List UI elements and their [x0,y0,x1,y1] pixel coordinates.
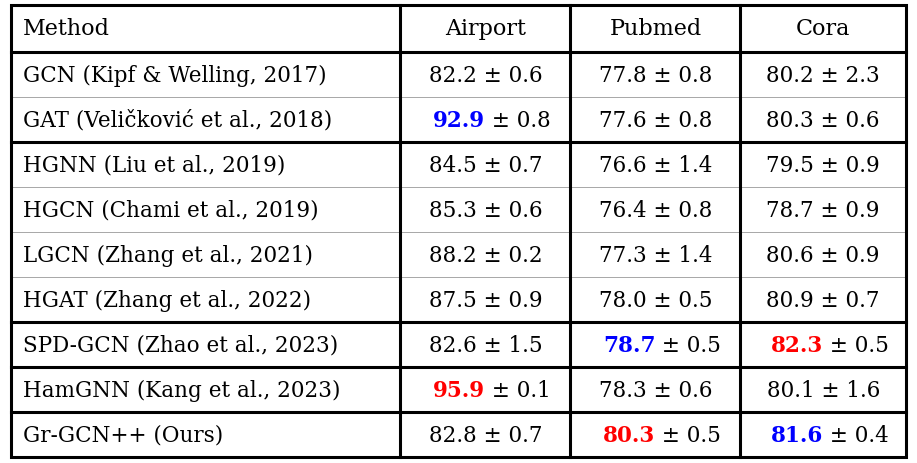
Text: SPD-GCN (Zhao et al., 2023): SPD-GCN (Zhao et al., 2023) [23,334,338,356]
Text: 78.3 ± 0.6: 78.3 ± 0.6 [599,379,713,401]
Text: 77.8 ± 0.8: 77.8 ± 0.8 [599,64,713,87]
Text: GAT (Veličković et al., 2018): GAT (Veličković et al., 2018) [23,109,332,131]
Text: HGCN (Chami et al., 2019): HGCN (Chami et al., 2019) [23,199,318,221]
Text: 87.5 ± 0.9: 87.5 ± 0.9 [428,289,542,311]
Text: Gr-GCN++ (Ours): Gr-GCN++ (Ours) [23,424,223,446]
Text: 76.4 ± 0.8: 76.4 ± 0.8 [599,199,713,221]
Text: 80.2 ± 2.3: 80.2 ± 2.3 [767,64,880,87]
Text: GCN (Kipf & Welling, 2017): GCN (Kipf & Welling, 2017) [23,64,326,87]
Text: 80.6 ± 0.9: 80.6 ± 0.9 [767,244,880,266]
Text: 82.2 ± 0.6: 82.2 ± 0.6 [428,64,542,87]
Text: 79.5 ± 0.9: 79.5 ± 0.9 [767,154,880,176]
Text: 78.0 ± 0.5: 78.0 ± 0.5 [599,289,713,311]
Text: Method: Method [23,19,110,40]
Text: ± 0.5: ± 0.5 [656,424,722,446]
Text: Cora: Cora [796,19,850,40]
Text: 77.3 ± 1.4: 77.3 ± 1.4 [599,244,713,266]
Text: 95.9: 95.9 [433,379,485,401]
Text: 80.1 ± 1.6: 80.1 ± 1.6 [767,379,880,401]
Text: 82.6 ± 1.5: 82.6 ± 1.5 [428,334,542,356]
Text: 80.9 ± 0.7: 80.9 ± 0.7 [767,289,880,311]
Text: Airport: Airport [445,19,525,40]
Text: Pubmed: Pubmed [609,19,702,40]
Text: 84.5 ± 0.7: 84.5 ± 0.7 [428,154,542,176]
Text: 82.3: 82.3 [771,334,823,356]
Text: 78.7 ± 0.9: 78.7 ± 0.9 [767,199,880,221]
Text: HGAT (Zhang et al., 2022): HGAT (Zhang et al., 2022) [23,289,311,311]
Text: 78.7: 78.7 [602,334,656,356]
Text: ± 0.1: ± 0.1 [485,379,551,401]
Text: 80.3: 80.3 [603,424,656,446]
Text: 88.2 ± 0.2: 88.2 ± 0.2 [428,244,542,266]
Text: ± 0.5: ± 0.5 [656,334,722,356]
Text: HamGNN (Kang et al., 2023): HamGNN (Kang et al., 2023) [23,379,340,401]
Text: 82.8 ± 0.7: 82.8 ± 0.7 [428,424,542,446]
Text: 85.3 ± 0.6: 85.3 ± 0.6 [428,199,542,221]
Text: ± 0.4: ± 0.4 [823,424,889,446]
Text: 80.3 ± 0.6: 80.3 ± 0.6 [767,109,880,131]
Text: 92.9: 92.9 [433,109,485,131]
Text: 76.6 ± 1.4: 76.6 ± 1.4 [599,154,713,176]
Text: 77.6 ± 0.8: 77.6 ± 0.8 [599,109,713,131]
Text: LGCN (Zhang et al., 2021): LGCN (Zhang et al., 2021) [23,244,313,266]
Text: ± 0.5: ± 0.5 [823,334,889,356]
Text: ± 0.8: ± 0.8 [485,109,551,131]
Text: HGNN (Liu et al., 2019): HGNN (Liu et al., 2019) [23,154,285,176]
Text: 81.6: 81.6 [771,424,823,446]
